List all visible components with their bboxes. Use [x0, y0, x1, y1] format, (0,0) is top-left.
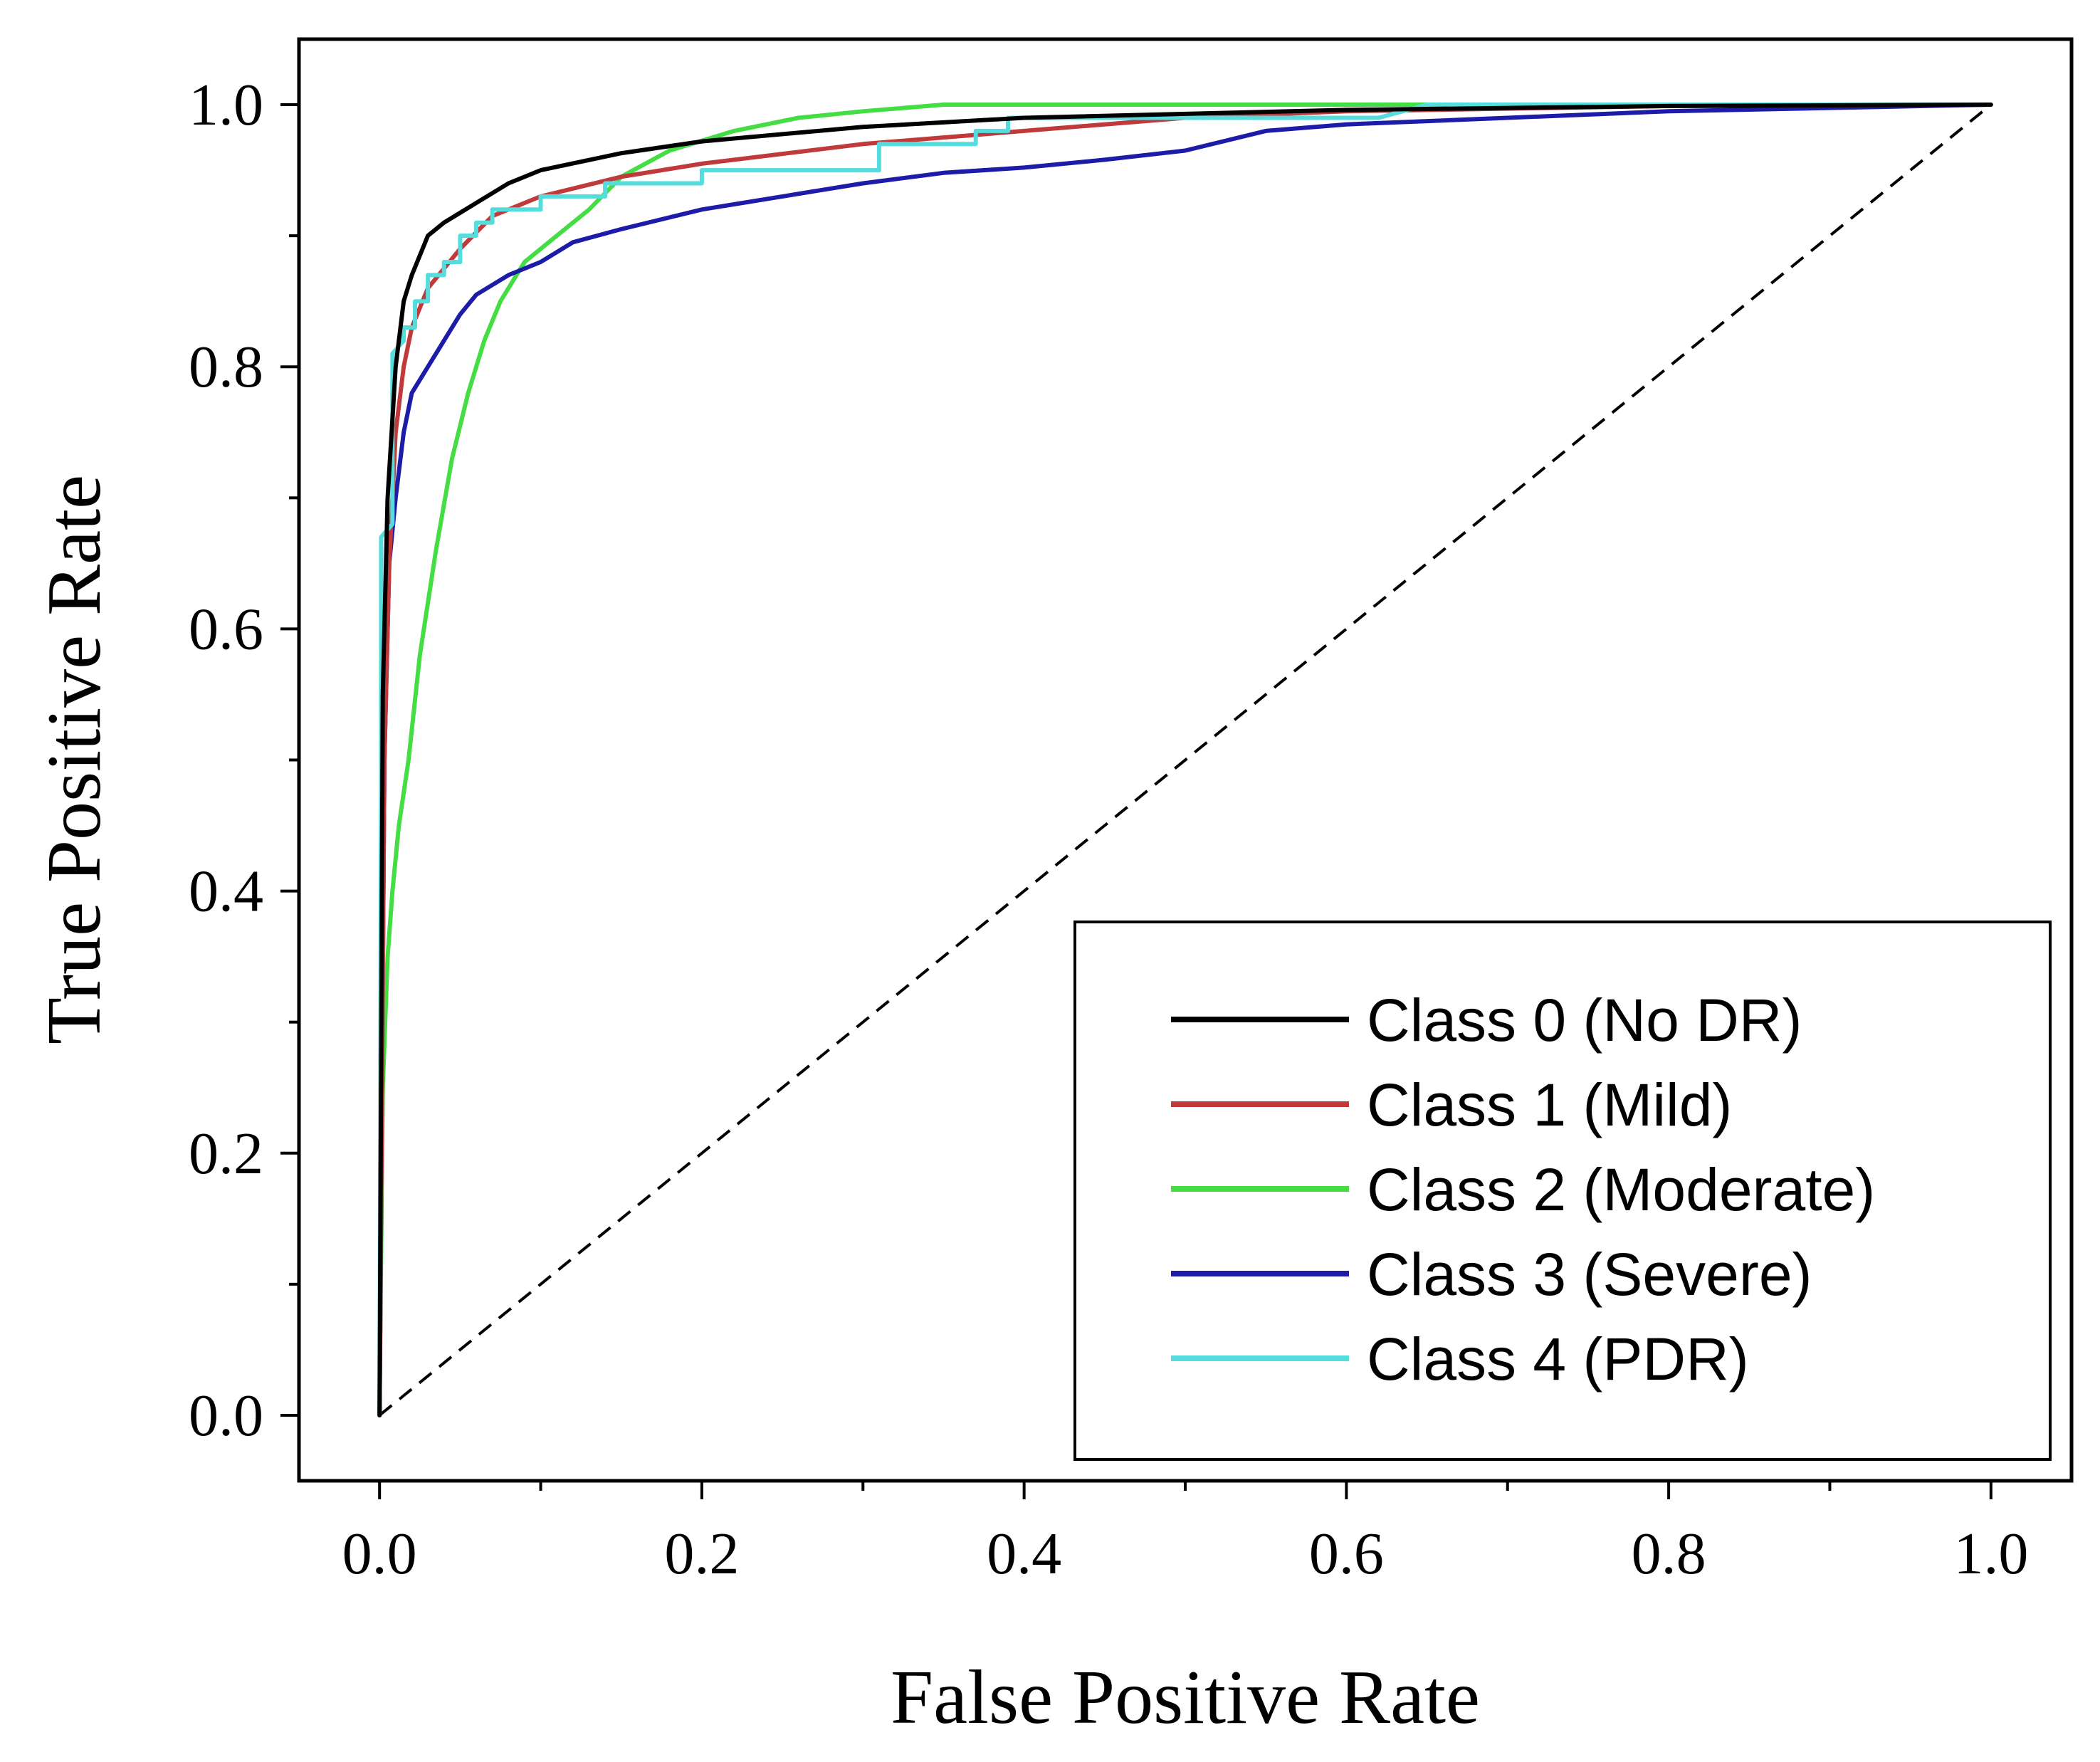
x-tick-label: 1.0 — [1953, 1521, 2028, 1587]
reference-diagonal-line — [378, 103, 1993, 1417]
x-tick-label: 0.0 — [342, 1521, 417, 1587]
x-axis-title: False Positive Rate — [891, 1655, 1480, 1740]
roc-curve-class-0 — [377, 103, 1993, 1417]
legend-label-class-3: Class 3 (Severe) — [1367, 1241, 1812, 1308]
y-tick-label: 0.6 — [189, 596, 263, 662]
roc-curve-class-4 — [377, 103, 1993, 1417]
legend-label-class-4: Class 4 (PDR) — [1367, 1326, 1749, 1393]
y-tick-label: 0.2 — [189, 1121, 263, 1187]
x-tick-label: 0.2 — [664, 1521, 739, 1587]
y-axis-title: True Positive Rate — [32, 475, 117, 1044]
y-tick-label: 0.4 — [189, 859, 263, 925]
legend-label-class-2: Class 2 (Moderate) — [1367, 1156, 1875, 1223]
y-tick-label: 0.0 — [189, 1383, 263, 1449]
y-tick-label: 0.8 — [189, 334, 263, 400]
roc-curve-class-2 — [377, 103, 1993, 1417]
y-tick-label: 1.0 — [189, 72, 263, 138]
legend-label-class-1: Class 1 (Mild) — [1367, 1071, 1732, 1138]
roc-curve-class-3 — [377, 103, 1993, 1417]
legend-label-class-0: Class 0 (No DR) — [1367, 987, 1802, 1054]
x-tick-label: 0.8 — [1632, 1521, 1706, 1587]
x-tick-label: 0.4 — [987, 1521, 1061, 1587]
x-tick-label: 0.6 — [1309, 1521, 1384, 1587]
legend: Class 0 (No DR) Class 1 (Mild) Class 2 (Mo… — [1073, 921, 2052, 1461]
